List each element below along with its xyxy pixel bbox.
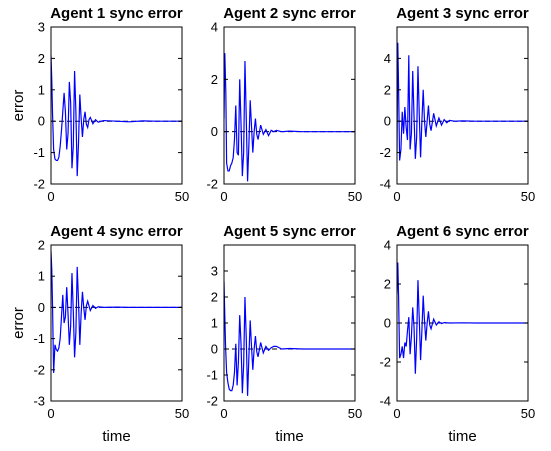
y-tick-label: 4 (384, 238, 391, 253)
subplot-title: Agent 2 sync error (223, 5, 356, 22)
y-tick-label: 3 (38, 20, 45, 35)
y-tick-label: -2 (33, 362, 45, 377)
series-line (397, 262, 528, 374)
y-tick-label: -4 (379, 177, 391, 192)
subplot-agent-3: -4 -2 0 2 4 0 50 Agent 3 sync error (379, 5, 535, 204)
y-tick-label: 1 (211, 316, 218, 331)
subplot-agent-4: -3 -2 -1 0 1 2 0 50 Agent 4 sync error error time (10, 223, 189, 445)
y-tick-label: -1 (206, 368, 218, 383)
y-tick-label: 0 (38, 114, 45, 129)
x-tick-label: 0 (220, 406, 227, 421)
y-tick-label: 2 (38, 238, 45, 253)
x-tick-label: 0 (393, 406, 400, 421)
y-tick-label: -1 (33, 331, 45, 346)
x-tick-label: 0 (393, 189, 400, 204)
series-line (51, 55, 182, 177)
subplot-title: Agent 1 sync error (50, 5, 183, 22)
x-axis-label: time (102, 428, 130, 445)
y-tick-label: 0 (38, 300, 45, 315)
y-axis-label: error (10, 90, 27, 122)
y-tick-label: 2 (211, 72, 218, 87)
y-tick-label: -2 (33, 177, 45, 192)
x-tick-label: 50 (175, 189, 189, 204)
y-tick-label: 1 (38, 82, 45, 97)
y-tick-label: 4 (211, 20, 218, 35)
x-tick-label: 0 (220, 189, 227, 204)
subplot-agent-5: -2 -1 0 1 2 3 0 50 Agent 5 sync error time (206, 223, 362, 445)
series-line (397, 42, 528, 161)
y-tick-label: -1 (33, 145, 45, 160)
x-tick-label: 50 (521, 189, 535, 204)
x-axis-label: time (275, 428, 303, 445)
series-line (224, 281, 355, 396)
x-tick-label: 50 (521, 406, 535, 421)
y-tick-label: 2 (211, 290, 218, 305)
axes-frame (223, 26, 356, 185)
series-line (51, 251, 182, 373)
y-tick-label: 2 (38, 51, 45, 66)
axes-frame (50, 244, 183, 402)
y-tick-label: -2 (379, 355, 391, 370)
subplot-title: Agent 4 sync error (50, 223, 183, 240)
y-tick-label: 0 (384, 316, 391, 331)
series-line (224, 53, 355, 182)
y-tick-label: 3 (211, 264, 218, 279)
y-tick-label: 0 (211, 342, 218, 357)
x-tick-label: 50 (348, 406, 362, 421)
axes-frame (50, 26, 183, 185)
x-tick-label: 50 (348, 189, 362, 204)
y-tick-label: -2 (206, 394, 218, 409)
y-tick-label: 0 (384, 114, 391, 129)
y-tick-label: 2 (384, 82, 391, 97)
x-tick-label: 0 (47, 189, 54, 204)
y-tick-label: -2 (206, 177, 218, 192)
x-tick-label: 50 (175, 406, 189, 421)
subplot-title: Agent 6 sync error (396, 223, 529, 240)
y-tick-label: 1 (38, 269, 45, 284)
y-tick-label: -4 (379, 394, 391, 409)
y-axis-label: error (10, 307, 27, 339)
subplot-agent-6: -4 -2 0 2 4 0 50 Agent 6 sync error time (379, 223, 535, 445)
subplot-title: Agent 3 sync error (396, 5, 529, 22)
subplot-agent-1: -2 -1 0 1 2 3 0 50 Agent 1 sync error error (10, 5, 189, 204)
x-axis-label: time (448, 428, 476, 445)
y-tick-label: 2 (384, 277, 391, 292)
y-tick-label: -2 (379, 145, 391, 160)
y-tick-label: 4 (384, 51, 391, 66)
y-tick-label: -3 (33, 394, 45, 409)
subplot-title: Agent 5 sync error (223, 223, 356, 240)
y-tick-label: 0 (211, 124, 218, 139)
x-tick-label: 0 (47, 406, 54, 421)
axes-frame (396, 26, 529, 185)
